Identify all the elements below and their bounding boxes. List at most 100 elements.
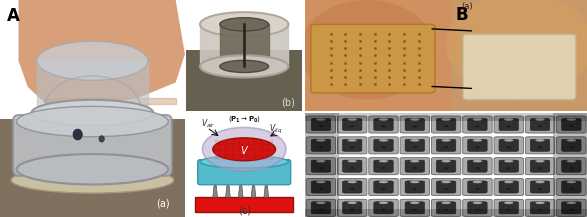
Ellipse shape	[319, 209, 323, 210]
FancyBboxPatch shape	[463, 158, 492, 175]
FancyBboxPatch shape	[431, 199, 461, 216]
Ellipse shape	[473, 139, 482, 141]
Text: (a): (a)	[156, 198, 170, 208]
Ellipse shape	[566, 202, 576, 204]
FancyBboxPatch shape	[195, 197, 293, 212]
Ellipse shape	[382, 209, 386, 210]
FancyBboxPatch shape	[562, 139, 581, 151]
FancyBboxPatch shape	[436, 118, 456, 131]
Ellipse shape	[507, 188, 511, 190]
FancyBboxPatch shape	[525, 158, 555, 175]
FancyBboxPatch shape	[436, 181, 456, 193]
FancyBboxPatch shape	[342, 118, 362, 131]
FancyBboxPatch shape	[499, 118, 518, 131]
FancyBboxPatch shape	[436, 202, 456, 214]
FancyBboxPatch shape	[405, 202, 424, 214]
Polygon shape	[238, 186, 243, 197]
FancyBboxPatch shape	[525, 199, 555, 216]
Ellipse shape	[299, 0, 435, 100]
Polygon shape	[19, 0, 185, 108]
Ellipse shape	[11, 167, 174, 193]
Ellipse shape	[350, 126, 355, 127]
Ellipse shape	[319, 167, 323, 169]
Ellipse shape	[350, 167, 355, 169]
FancyBboxPatch shape	[494, 158, 524, 175]
FancyBboxPatch shape	[400, 116, 430, 133]
FancyBboxPatch shape	[311, 118, 330, 131]
Ellipse shape	[444, 167, 448, 169]
FancyBboxPatch shape	[311, 181, 330, 193]
Ellipse shape	[569, 209, 573, 210]
FancyBboxPatch shape	[530, 181, 550, 193]
FancyBboxPatch shape	[530, 202, 550, 214]
FancyBboxPatch shape	[431, 178, 461, 196]
Ellipse shape	[379, 181, 388, 183]
FancyBboxPatch shape	[436, 160, 456, 172]
Ellipse shape	[319, 188, 323, 190]
FancyBboxPatch shape	[369, 199, 398, 216]
Ellipse shape	[348, 139, 357, 141]
Ellipse shape	[350, 146, 355, 148]
FancyBboxPatch shape	[556, 137, 586, 154]
Ellipse shape	[410, 202, 420, 204]
Ellipse shape	[316, 181, 326, 183]
Ellipse shape	[473, 181, 482, 183]
Ellipse shape	[348, 118, 357, 121]
FancyBboxPatch shape	[374, 118, 393, 131]
FancyBboxPatch shape	[342, 181, 362, 193]
FancyBboxPatch shape	[400, 158, 430, 175]
FancyBboxPatch shape	[338, 199, 367, 216]
Ellipse shape	[413, 209, 417, 210]
Ellipse shape	[535, 181, 545, 183]
Ellipse shape	[37, 41, 148, 80]
Ellipse shape	[475, 126, 480, 127]
Text: A: A	[8, 7, 21, 25]
FancyBboxPatch shape	[369, 178, 398, 196]
Text: (c): (c)	[238, 206, 251, 216]
Ellipse shape	[569, 126, 573, 127]
FancyBboxPatch shape	[553, 113, 587, 217]
Ellipse shape	[203, 127, 286, 171]
FancyBboxPatch shape	[494, 199, 524, 216]
Ellipse shape	[566, 160, 576, 162]
Ellipse shape	[382, 126, 386, 127]
Ellipse shape	[566, 139, 576, 141]
FancyBboxPatch shape	[400, 137, 430, 154]
Ellipse shape	[382, 146, 386, 148]
Ellipse shape	[475, 167, 480, 169]
FancyBboxPatch shape	[463, 137, 492, 154]
FancyBboxPatch shape	[525, 178, 555, 196]
Ellipse shape	[316, 139, 326, 141]
Polygon shape	[213, 186, 217, 197]
Ellipse shape	[538, 167, 542, 169]
Circle shape	[99, 136, 104, 142]
FancyBboxPatch shape	[306, 158, 336, 175]
FancyBboxPatch shape	[556, 158, 586, 175]
FancyBboxPatch shape	[463, 34, 576, 100]
FancyBboxPatch shape	[405, 181, 424, 193]
Polygon shape	[225, 186, 230, 197]
FancyBboxPatch shape	[342, 160, 362, 172]
Ellipse shape	[504, 118, 514, 121]
FancyBboxPatch shape	[494, 137, 524, 154]
Ellipse shape	[16, 106, 168, 137]
Text: (a): (a)	[461, 2, 473, 11]
Ellipse shape	[566, 181, 576, 183]
FancyBboxPatch shape	[338, 116, 367, 133]
Ellipse shape	[319, 126, 323, 127]
FancyBboxPatch shape	[374, 181, 393, 193]
FancyBboxPatch shape	[436, 139, 456, 151]
Ellipse shape	[441, 139, 451, 141]
Polygon shape	[264, 186, 269, 197]
FancyBboxPatch shape	[338, 178, 367, 196]
FancyBboxPatch shape	[13, 115, 172, 176]
FancyBboxPatch shape	[342, 202, 362, 214]
FancyBboxPatch shape	[306, 116, 336, 133]
Ellipse shape	[538, 126, 542, 127]
FancyBboxPatch shape	[400, 199, 430, 216]
FancyBboxPatch shape	[305, 113, 339, 217]
Ellipse shape	[413, 188, 417, 190]
FancyBboxPatch shape	[562, 118, 581, 131]
Ellipse shape	[538, 188, 542, 190]
Ellipse shape	[444, 209, 448, 210]
